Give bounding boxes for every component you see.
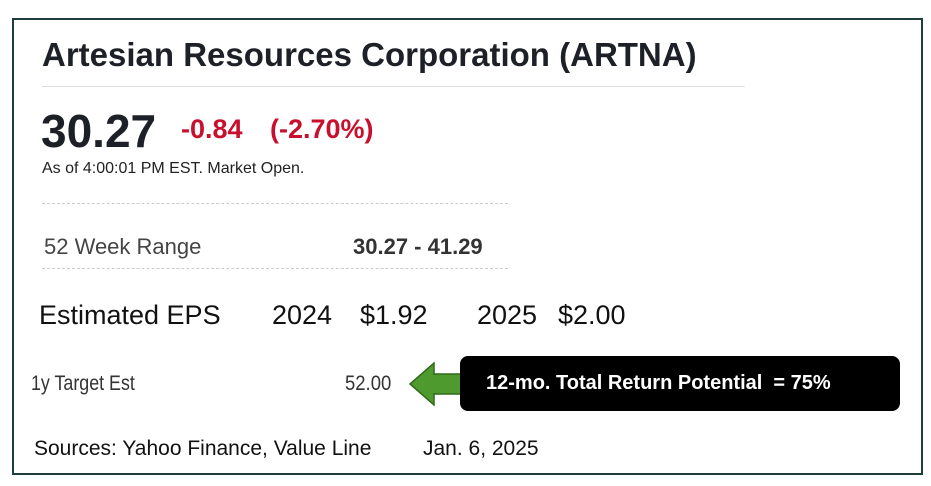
- divider: [42, 203, 508, 204]
- range-value: 30.27 - 41.29: [353, 234, 483, 259]
- sources: Sources: Yahoo Finance, Value Line: [34, 437, 372, 460]
- range-label: 52 Week Range: [44, 234, 202, 259]
- frame: [12, 18, 923, 475]
- eps-year: 2025: [477, 300, 538, 330]
- target-value: 52.00: [345, 372, 392, 395]
- as-of: As of 4:00:01 PM EST. Market Open.: [42, 160, 305, 177]
- arrow: [408, 361, 462, 407]
- divider: [42, 268, 508, 269]
- target-label: 1y Target Est: [31, 372, 135, 395]
- price: 30.27: [41, 105, 157, 157]
- eps-label: Estimated EPS: [39, 300, 221, 330]
- eps-value: $1.92: [360, 300, 428, 330]
- title: Artesian Resources Corporation (ARTNA): [42, 36, 697, 73]
- price-change-percent: (-2.70%): [270, 114, 374, 144]
- eps-value: $2.00: [558, 300, 626, 330]
- eps-year: 2024: [272, 300, 333, 330]
- price-change: -0.84: [181, 114, 243, 144]
- date: Jan. 6, 2025: [423, 437, 539, 460]
- title-rule: [42, 86, 745, 87]
- callout-text: 12-mo. Total Return Potential = 75%: [486, 372, 831, 394]
- callout: [460, 356, 900, 411]
